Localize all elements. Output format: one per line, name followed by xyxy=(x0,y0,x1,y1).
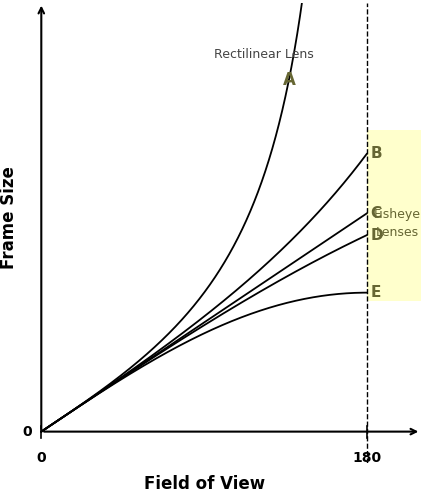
Text: Field of View: Field of View xyxy=(144,475,265,494)
Text: 0: 0 xyxy=(36,452,46,465)
Text: 180: 180 xyxy=(352,452,381,465)
Text: Rectilinear Lens: Rectilinear Lens xyxy=(214,48,313,61)
Text: C: C xyxy=(371,206,381,221)
Text: E: E xyxy=(371,285,381,300)
Text: B: B xyxy=(371,146,382,162)
Text: D: D xyxy=(371,228,383,243)
Text: Fisheye
Lenses: Fisheye Lenses xyxy=(374,208,421,239)
Text: A: A xyxy=(282,71,295,89)
Text: 0: 0 xyxy=(23,425,32,439)
Text: Frame Size: Frame Size xyxy=(0,166,18,269)
Bar xyxy=(367,130,421,300)
